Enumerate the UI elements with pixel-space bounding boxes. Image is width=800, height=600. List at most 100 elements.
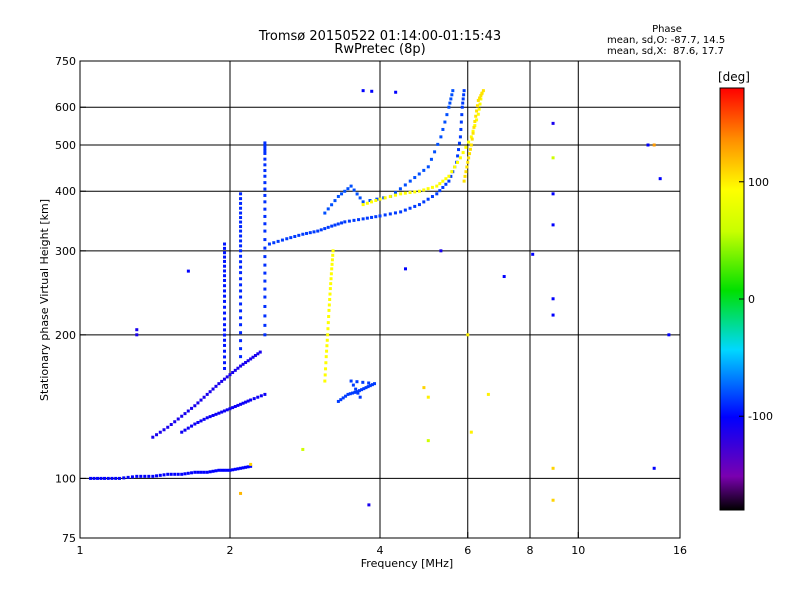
data-point [135, 474, 139, 478]
data-point [551, 192, 555, 196]
data-point [426, 197, 430, 201]
x-tick-label: 2 [227, 544, 234, 557]
data-point [464, 170, 468, 174]
data-point [263, 287, 267, 291]
data-point [426, 395, 430, 399]
data-point [344, 394, 348, 398]
data-point [413, 176, 417, 180]
data-point [445, 113, 449, 117]
data-point [205, 470, 209, 474]
data-point [462, 89, 466, 93]
data-point [239, 216, 243, 220]
data-point [186, 471, 190, 475]
data-point [223, 355, 227, 359]
data-point [117, 476, 121, 480]
data-point [551, 313, 555, 317]
data-point [263, 304, 267, 308]
data-point [263, 207, 267, 211]
data-point [276, 239, 280, 243]
data-point [135, 333, 139, 337]
data-point [151, 474, 155, 478]
data-point [253, 354, 257, 358]
data-point [646, 143, 650, 147]
data-point [239, 277, 243, 281]
data-point [458, 135, 462, 139]
data-point [289, 236, 293, 240]
data-point [330, 258, 334, 262]
data-point [130, 475, 134, 479]
colorbar-tick-label: 0 [748, 293, 755, 306]
data-point [225, 375, 229, 379]
data-point [239, 295, 243, 299]
data-point [403, 208, 407, 212]
data-point [441, 179, 445, 183]
data-point [323, 379, 327, 383]
data-point [474, 114, 478, 118]
data-point [481, 89, 485, 93]
data-point [429, 157, 433, 161]
data-point [393, 211, 397, 215]
data-point [239, 220, 243, 224]
data-point [378, 214, 382, 218]
data-point [155, 474, 159, 478]
data-point [217, 382, 221, 386]
data-point [220, 468, 224, 472]
y-tick-label: 75 [62, 532, 76, 545]
data-point [444, 177, 448, 181]
data-point [223, 246, 227, 250]
y-tick-label: 300 [55, 245, 76, 258]
data-point [394, 90, 398, 94]
data-point [239, 355, 243, 359]
data-point [461, 151, 465, 155]
data-point [223, 323, 227, 327]
data-point [241, 466, 245, 470]
data-point [388, 212, 392, 216]
data-point [263, 263, 267, 267]
data-point [225, 468, 229, 472]
data-point [239, 201, 243, 205]
data-point [89, 476, 93, 480]
x-tick-label: 1 [77, 544, 84, 557]
data-point [239, 254, 243, 258]
data-point [471, 129, 475, 133]
data-point [658, 177, 662, 181]
data-point [316, 229, 320, 233]
data-point [301, 232, 305, 236]
data-point [469, 143, 473, 147]
y-tick-label: 100 [55, 472, 76, 485]
data-point [447, 179, 451, 183]
data-point [263, 187, 267, 191]
data-point [186, 269, 190, 273]
data-point [362, 387, 366, 391]
data-point [263, 146, 267, 150]
data-point [336, 222, 340, 226]
data-point [249, 462, 253, 466]
data-point [190, 424, 194, 428]
data-point [231, 371, 235, 375]
axis-ticks: 1 2 4 6 8 10 16 75 100 200 300 400 500 600 750 [55, 55, 687, 557]
data-point [473, 124, 477, 128]
data-point [667, 333, 671, 337]
data-point [433, 150, 437, 154]
data-point [301, 447, 305, 451]
data-point [92, 476, 96, 480]
data-point [162, 473, 166, 477]
data-point [208, 415, 212, 419]
data-point [470, 137, 474, 141]
y-tick-label: 750 [55, 55, 76, 68]
data-point [403, 183, 407, 187]
data-point [239, 309, 243, 313]
data-point [324, 355, 328, 359]
data-point [280, 238, 284, 242]
data-point [162, 428, 166, 432]
data-point [223, 317, 227, 321]
colorbar-label: [deg] [718, 70, 750, 84]
data-point [331, 249, 335, 253]
data-point [239, 302, 243, 306]
data-point [244, 465, 248, 469]
data-point [223, 284, 227, 288]
data-point [211, 469, 215, 473]
data-point [357, 389, 361, 393]
data-point [449, 97, 453, 101]
